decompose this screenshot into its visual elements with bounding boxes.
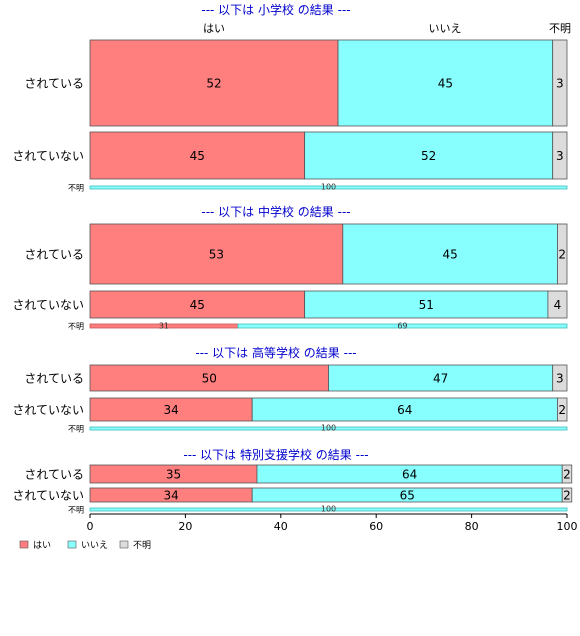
data-label-3-0-2: 2 [563,468,571,482]
row-label-1-1: されていない [12,298,84,312]
row-label-2-1: されていない [12,403,84,417]
header-label-0: はい [203,22,225,35]
data-label-3-0-0: 35 [166,468,181,482]
x-tick-label-1: 20 [178,520,192,533]
panel-title-1: --- 以下は 中学校 の結果 --- [201,204,350,219]
data-label-1-0-2: 2 [558,248,566,262]
row-label-3-2: 不明 [68,506,84,515]
row-label-0-0: されている [24,77,84,91]
header-label-2: 不明 [549,22,571,35]
data-label-1-2-0: 31 [159,322,169,331]
data-label-1-1-0: 45 [190,298,205,312]
panel-title-2: --- 以下は 高等学校 の結果 --- [195,345,356,360]
x-tick-label-4: 80 [465,520,479,533]
bar-segment-1-2-1 [237,323,568,329]
bar-segment-2-1-2 [557,397,568,422]
bar-segment-2-0-1 [328,364,554,392]
panel-title-3: --- 以下は 特別支援学校 の結果 --- [183,447,368,462]
data-label-3-1-2: 2 [563,489,571,503]
data-label-2-1-0: 34 [163,403,178,417]
x-tick-label-5: 100 [557,520,578,533]
x-tick-label-0: 0 [87,520,94,533]
legend-swatch-1 [67,540,77,549]
data-label-1-0-0: 53 [209,248,224,262]
data-label-0-1-2: 3 [556,149,564,163]
row-label-3-1: されていない [12,489,84,503]
data-label-0-0-2: 3 [556,77,564,91]
data-label-3-1-0: 34 [163,489,178,503]
bar-segment-0-1-2 [552,131,568,180]
x-tick-label-3: 60 [369,520,383,533]
row-label-0-2: 不明 [68,184,84,193]
panel-title-0: --- 以下は 小学校 の結果 --- [201,2,350,17]
legend-label-2: 不明 [133,540,151,551]
bar-segment-0-1-1 [304,131,554,180]
bar-segment-1-0-0 [89,223,344,285]
bar-segment-0-1-0 [89,131,306,180]
bar-segment-3-2-1 [89,507,568,512]
bar-segment-0-0-1 [337,39,554,127]
data-label-1-2-1: 69 [397,322,407,331]
legend-label-1: いいえ [81,540,108,551]
x-tick-label-2: 40 [274,520,288,533]
data-label-2-1-1: 64 [397,403,412,417]
data-label-0-0-1: 45 [438,77,453,91]
row-label-0-1: されていない [12,149,84,163]
bar-segment-3-0-2 [561,464,573,484]
data-label-3-0-1: 64 [402,468,417,482]
bar-segment-1-0-2 [557,223,568,285]
bar-segment-0-0-2 [552,39,568,127]
data-label-0-2-1: 100 [321,183,336,192]
row-label-3-0: されている [24,468,84,482]
data-label-2-0-2: 3 [556,372,564,386]
row-label-1-2: 不明 [68,322,84,331]
data-label-3-1-1: 65 [400,489,415,503]
bar-segment-2-0-0 [89,364,329,392]
data-label-1-0-1: 45 [442,248,457,262]
data-label-2-0-1: 47 [433,372,448,386]
bar-segment-2-0-2 [552,364,568,392]
bar-segment-1-0-1 [342,223,558,285]
data-label-0-1-1: 52 [421,149,436,163]
bar-segment-1-1-2 [547,290,568,319]
bar-segment-0-2-1 [89,185,568,190]
data-label-1-1-1: 51 [419,298,434,312]
row-label-1-0: されている [24,248,84,262]
bar-segment-3-1-2 [561,487,573,503]
data-label-2-2-1: 100 [321,424,336,433]
bar-segment-1-1-1 [304,290,549,319]
data-label-3-2-1: 100 [321,505,336,514]
legend-swatch-2 [119,540,129,549]
data-label-2-1-2: 2 [558,403,566,417]
data-label-1-1-2: 4 [554,298,562,312]
legend-label-0: はい [33,540,51,551]
data-label-2-0-0: 50 [202,372,217,386]
legend-swatch-0 [19,540,29,549]
row-label-2-0: されている [24,372,84,386]
data-label-0-1-0: 45 [190,149,205,163]
bar-segment-2-2-1 [89,426,568,431]
row-label-2-2: 不明 [68,425,84,434]
data-label-0-0-0: 52 [206,77,221,91]
header-label-1: いいえ [429,22,462,35]
bar-segment-0-0-0 [89,39,339,127]
